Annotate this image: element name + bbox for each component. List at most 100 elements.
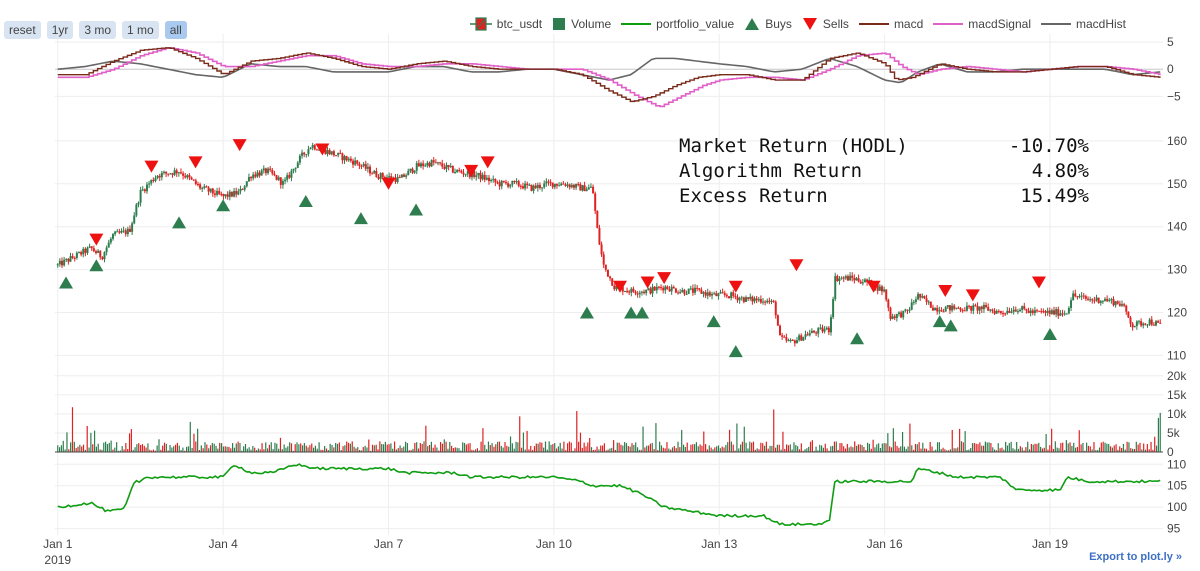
candle-body — [621, 286, 624, 292]
legend-item-Volume[interactable]: Volume — [552, 17, 611, 31]
candle-body — [362, 163, 365, 166]
candle-body — [71, 256, 74, 258]
legend-item-portfolio_value[interactable]: portfolio_value — [621, 17, 734, 31]
candle-body — [1108, 299, 1111, 302]
legend-item-macdHist[interactable]: macdHist — [1040, 17, 1126, 31]
candle-body — [545, 181, 548, 184]
candle-body — [1042, 311, 1045, 313]
candle-body — [940, 310, 943, 312]
candle-body — [978, 306, 981, 311]
legend-item-btc_usdt[interactable]: btc_usdt — [469, 17, 542, 31]
candle-body — [458, 169, 461, 171]
candle-body — [829, 317, 832, 333]
candle-body — [1012, 309, 1015, 312]
candle-body — [859, 281, 862, 284]
candle-body — [381, 173, 384, 178]
candle-body — [1129, 317, 1132, 324]
candle-body — [570, 184, 573, 188]
candle-body — [252, 174, 255, 179]
candle-body — [352, 160, 355, 165]
candle-body — [504, 182, 507, 184]
candle-body — [182, 173, 185, 176]
candle-body — [866, 279, 869, 283]
candle-body — [483, 174, 486, 180]
candle-body — [341, 153, 344, 161]
candle-body — [912, 301, 915, 303]
y-tick-label: 140 — [1167, 220, 1187, 234]
candle-body — [307, 149, 310, 155]
range-button-1yr[interactable]: 1yr — [46, 21, 74, 39]
candle-body — [755, 298, 758, 301]
candle-body — [1050, 310, 1053, 314]
candle-body — [213, 193, 216, 195]
candle-body — [114, 231, 117, 235]
range-button-reset[interactable]: reset — [4, 21, 41, 39]
candle-body — [105, 247, 108, 253]
candle-body — [611, 278, 614, 286]
stat-value: 4.80% — [1031, 160, 1089, 182]
export-link[interactable]: Export to plot.ly » — [1089, 551, 1182, 563]
candle-body — [783, 336, 786, 338]
candle-body — [1004, 313, 1007, 315]
range-button-1-mo[interactable]: 1 mo — [122, 21, 159, 39]
candle-body — [636, 293, 639, 295]
range-button-3-mo[interactable]: 3 mo — [79, 21, 117, 39]
candle-body — [264, 168, 267, 174]
candle-body — [513, 180, 516, 182]
candle-body — [245, 181, 248, 187]
stat-label: Algorithm Return — [679, 160, 863, 182]
candle-body — [553, 183, 556, 188]
candle-body — [742, 297, 745, 302]
candle-body — [133, 215, 136, 224]
legend-item-macdSignal[interactable]: macdSignal — [933, 17, 1031, 31]
candle-body — [1148, 319, 1151, 325]
candle-body — [1091, 299, 1094, 301]
candle-body — [677, 292, 680, 294]
candle-body — [908, 309, 911, 311]
legend-item-Sells[interactable]: Sells — [802, 17, 849, 31]
candle-body — [201, 187, 204, 189]
y-tick-label: −5 — [1167, 89, 1181, 103]
candle-body — [700, 289, 703, 294]
candle-body — [358, 163, 361, 166]
candle-body — [660, 287, 663, 289]
candle-body — [536, 184, 539, 188]
candle-body — [999, 311, 1002, 314]
legend-item-Buys[interactable]: Buys — [744, 17, 792, 31]
x-tick-label: Jan 13 — [701, 537, 737, 551]
candle-body — [124, 230, 127, 235]
buy-marker — [409, 203, 424, 216]
portfolio-value-line — [57, 463, 1161, 527]
candle-body — [233, 191, 236, 197]
candle-body — [602, 254, 605, 265]
candle-body — [241, 188, 244, 190]
candle-body — [917, 293, 920, 300]
candle-body — [942, 311, 945, 313]
candle-body — [880, 286, 883, 292]
candle-body — [1084, 296, 1087, 299]
candle-body — [243, 186, 246, 190]
candle-body — [1057, 309, 1060, 316]
candle-body — [581, 185, 584, 191]
candle-body — [296, 162, 299, 168]
y-tick-label: 105 — [1167, 479, 1187, 493]
buy-marker — [706, 315, 721, 328]
candle-body — [194, 180, 197, 185]
candle-body — [332, 151, 335, 156]
candle-body — [1144, 323, 1147, 325]
range-button-all[interactable]: all — [164, 21, 187, 39]
candle-body — [80, 252, 83, 255]
candle-body — [228, 191, 231, 197]
candle-body — [623, 291, 626, 293]
y-tick-label: 100 — [1167, 500, 1187, 514]
legend-item-macd[interactable]: macd — [858, 17, 923, 31]
candle-body — [887, 299, 890, 308]
candle-body — [1044, 311, 1047, 313]
candle-body — [883, 289, 886, 292]
candle-body — [957, 307, 960, 309]
candle-body — [923, 296, 926, 299]
candles — [56, 142, 1162, 347]
candle-body — [779, 325, 782, 336]
stat-value: -10.70% — [1008, 135, 1089, 157]
